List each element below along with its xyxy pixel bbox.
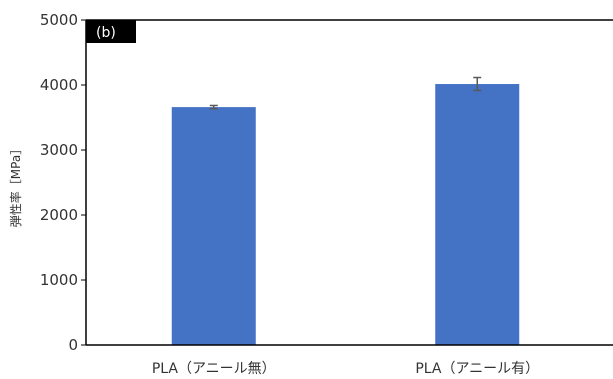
panel-label-box: (b) (86, 20, 136, 43)
y-tick-label: 4000 (40, 76, 78, 94)
x-category-label: PLA（アニール無） (152, 361, 276, 377)
y-tick-label: 5000 (40, 11, 78, 29)
y-axis-label: 弾性率［MPa］ (8, 143, 23, 227)
y-tick-label: 3000 (40, 141, 78, 159)
bars (171, 76, 520, 346)
y-axis-ticks: 0 1000 2000 3000 4000 5000 (40, 11, 86, 354)
bar (435, 84, 520, 346)
panel-label-background (86, 20, 136, 43)
error-bar (209, 104, 218, 110)
x-axis-categories: PLA（アニール無） PLA（アニール有） (152, 361, 539, 377)
y-tick-label: 0 (68, 336, 78, 354)
bar (171, 107, 256, 345)
y-tick-label: 2000 (40, 206, 78, 224)
x-category-label: PLA（アニール有） (415, 361, 539, 377)
error-bar (473, 76, 482, 92)
panel-label: (b) (96, 25, 116, 41)
y-tick-label: 1000 (40, 271, 78, 289)
